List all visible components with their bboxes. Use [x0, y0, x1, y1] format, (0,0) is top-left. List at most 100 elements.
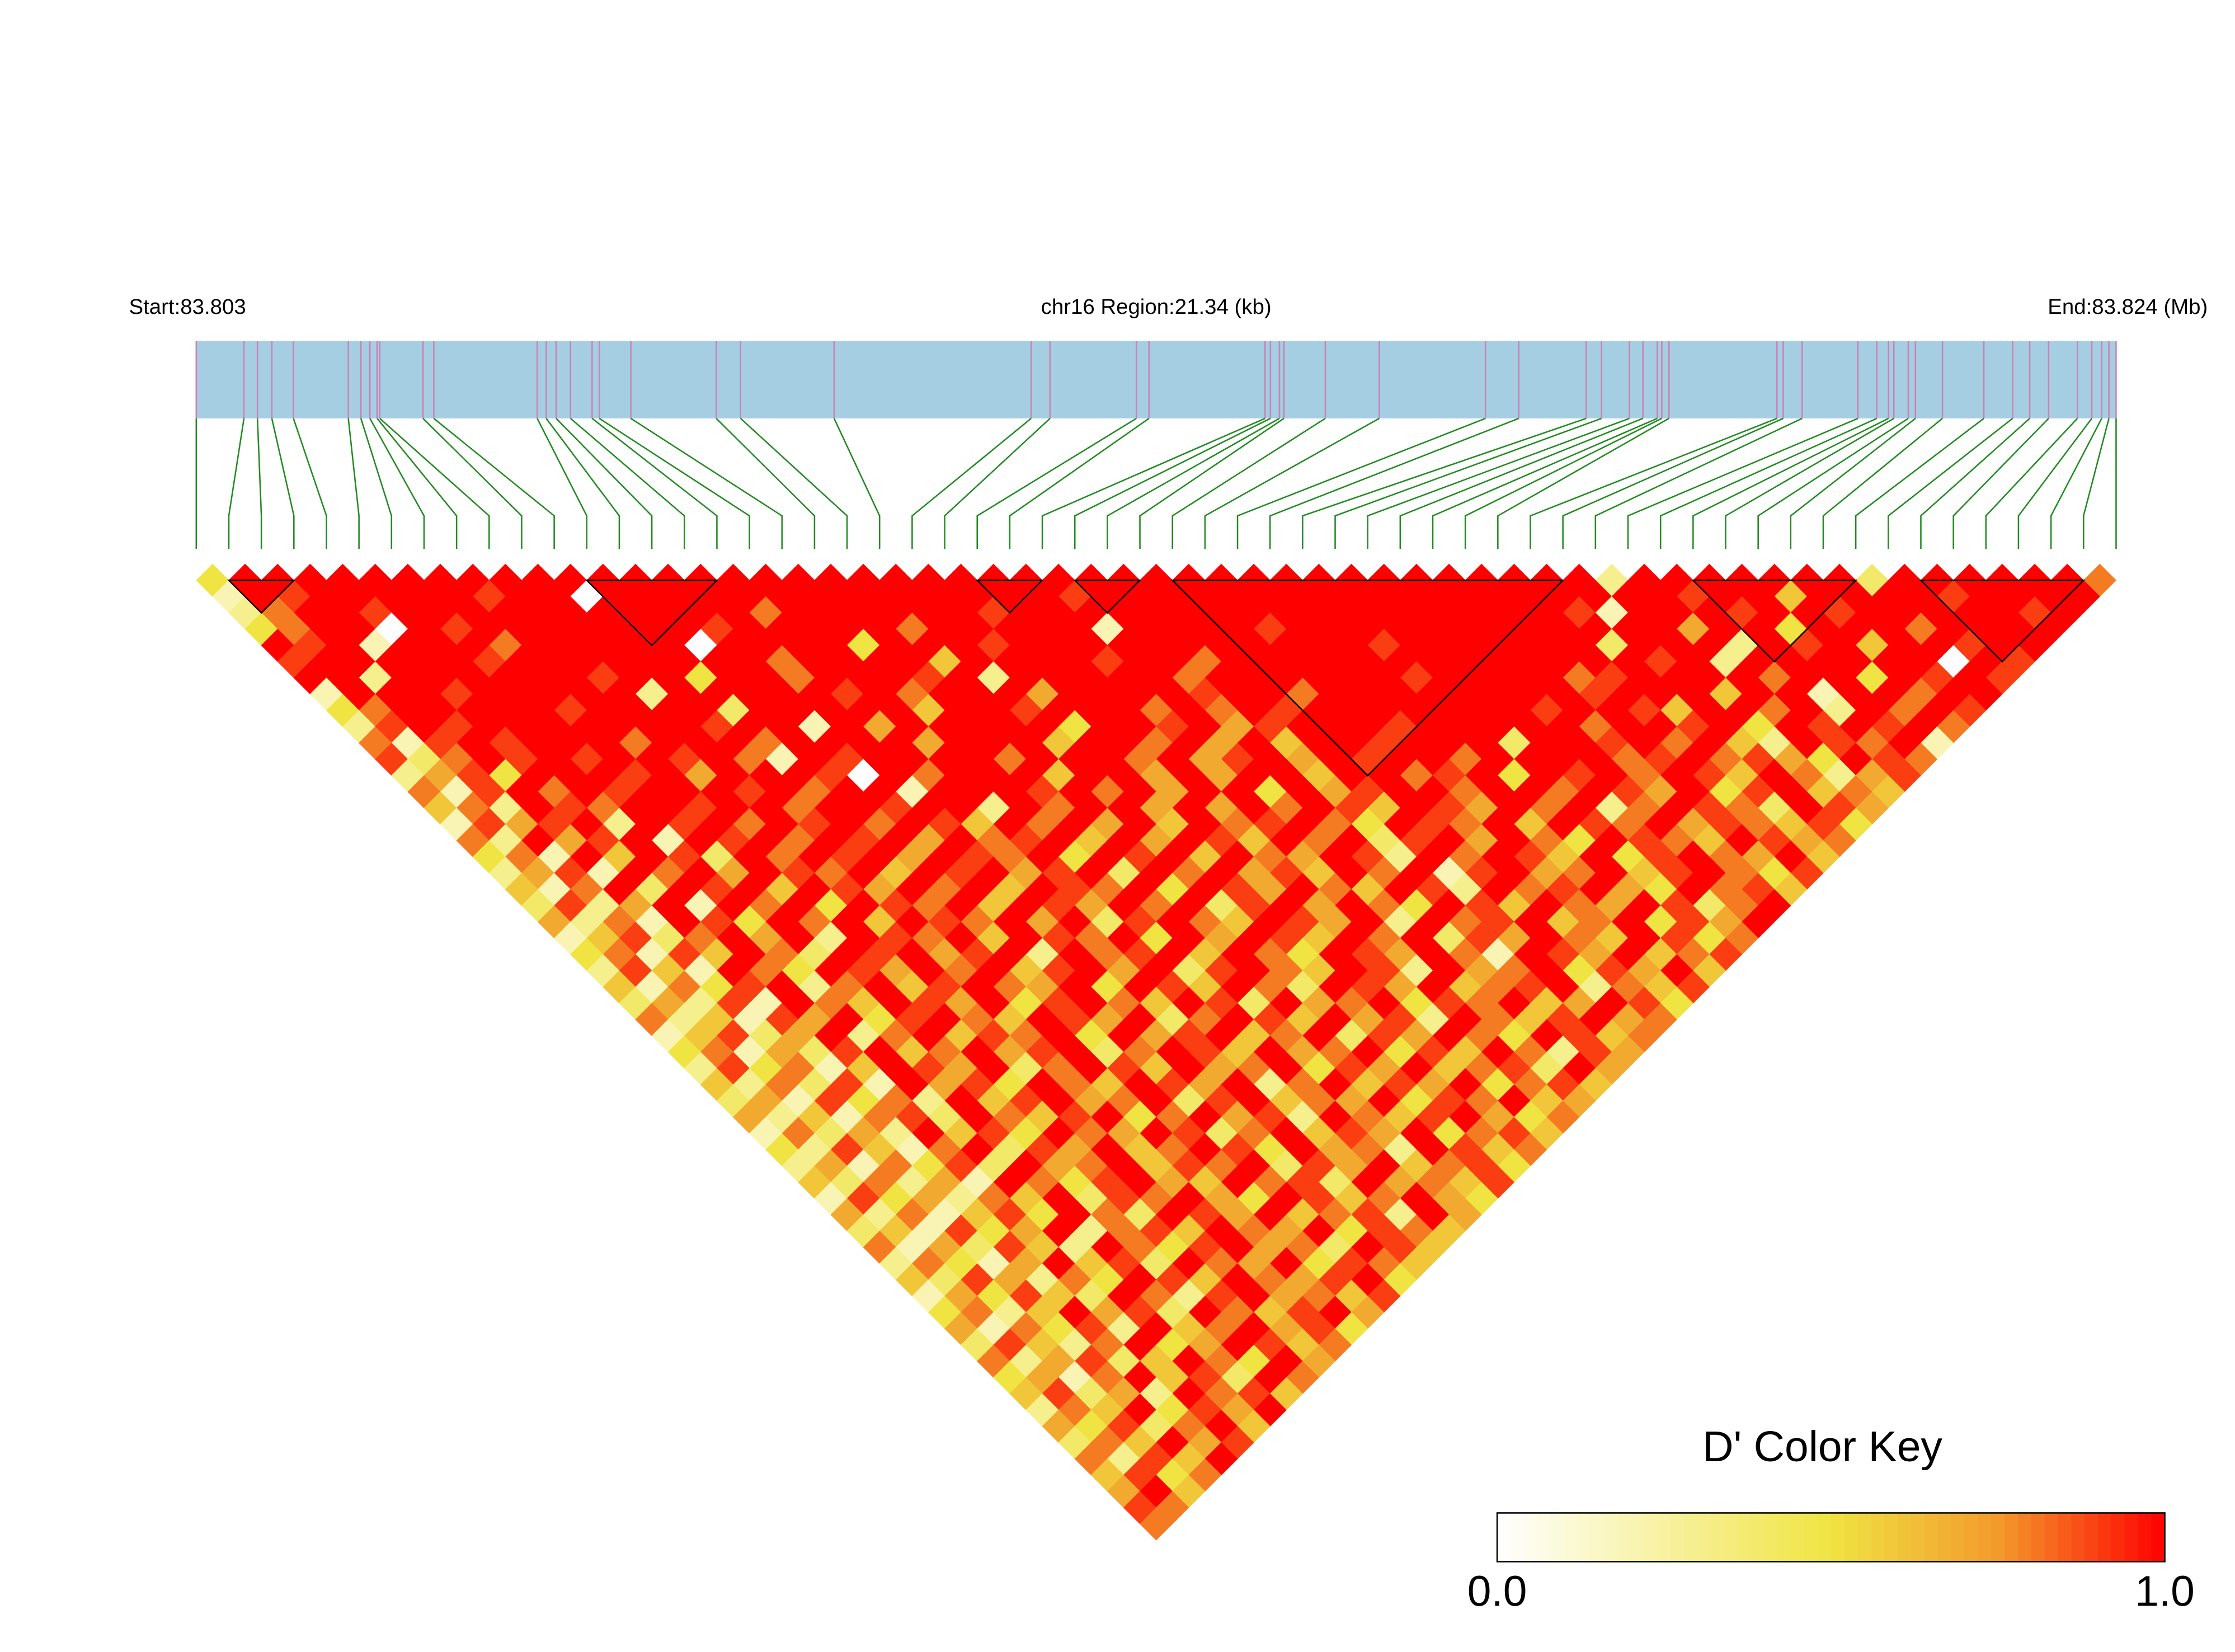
key-swatch — [1657, 1513, 1672, 1562]
key-swatch — [1978, 1513, 1992, 1562]
snp-connector — [293, 418, 327, 549]
snp-connector — [570, 417, 685, 549]
key-swatch — [1777, 1513, 1791, 1562]
start-label: Start:83.803 — [129, 295, 246, 319]
key-swatch — [2071, 1513, 2086, 1562]
key-frame — [1496, 1512, 2166, 1562]
snp-connector — [1822, 417, 1943, 549]
snp-connector — [976, 417, 1137, 549]
snp-connector — [347, 418, 360, 549]
key-swatch — [1937, 1513, 1952, 1562]
snp-connector — [1725, 417, 1894, 549]
key-swatch — [1711, 1513, 1725, 1562]
snp-connector — [1269, 417, 1519, 549]
key-swatch — [1764, 1513, 1778, 1562]
snp-connector — [433, 417, 555, 549]
snp-connector — [228, 418, 245, 549]
snp-connector — [1367, 417, 1630, 549]
snp-connector — [1659, 417, 1878, 549]
snp-connector — [1692, 417, 1889, 549]
key-swatch — [2005, 1513, 2018, 1562]
key-swatch — [1511, 1513, 1524, 1562]
snp-connector — [1464, 417, 1662, 549]
snp-connector — [1432, 417, 1658, 549]
snp-connector — [1074, 417, 1271, 549]
key-swatch — [1911, 1513, 1925, 1562]
snp-connector — [1041, 417, 1265, 549]
snp-connector — [833, 418, 881, 549]
snp-connector — [1594, 417, 1803, 549]
key-swatch — [1550, 1513, 1565, 1562]
key-swatch — [2098, 1513, 2112, 1562]
key-swatch — [1951, 1513, 1965, 1562]
snp-connector — [1497, 417, 1669, 549]
key-swatch — [1791, 1513, 1805, 1562]
snp-connector — [911, 417, 1032, 549]
snp-connector — [1334, 417, 1602, 549]
key-swatch — [2124, 1513, 2139, 1562]
key-swatch — [1497, 1513, 1511, 1562]
snp-connector — [1107, 417, 1280, 549]
snp-connector — [1888, 417, 2013, 549]
ld-block — [1170, 580, 1565, 777]
snp-connector — [1757, 417, 1909, 549]
key-swatch — [1671, 1513, 1685, 1562]
key-swatch — [1724, 1513, 1738, 1562]
ld-cell — [1140, 1507, 1173, 1541]
snp-connector — [1562, 417, 1784, 549]
key-swatch — [2058, 1513, 2072, 1562]
snp-connector — [271, 418, 295, 549]
snp-connector — [1790, 417, 1916, 549]
key-swatch — [1577, 1513, 1591, 1562]
ld-block — [585, 580, 719, 647]
key-swatch — [1604, 1513, 1618, 1562]
ld-block — [1691, 580, 1858, 663]
key-swatch — [2085, 1513, 2098, 1562]
snp-connector — [591, 417, 718, 549]
snp-connector — [1204, 417, 1380, 549]
key-swatch — [1964, 1513, 1979, 1562]
ld-block — [1073, 580, 1142, 614]
end-label: End:83.824 (Mb) — [2048, 295, 2208, 319]
key-swatch — [1591, 1513, 1605, 1562]
key-tick-label: 1.0 — [2135, 1568, 2195, 1616]
snp-connector — [360, 418, 393, 549]
snp-connector — [944, 417, 1051, 549]
snp-connector — [2083, 418, 2110, 549]
snp-connector — [740, 417, 848, 549]
snp-connector — [377, 418, 458, 549]
key-title: D' Color Key — [1702, 1423, 1942, 1471]
key-swatch — [1684, 1513, 1698, 1562]
key-swatch — [1817, 1513, 1832, 1562]
snp-connector — [1627, 417, 1858, 549]
snp-connector — [1985, 418, 2078, 549]
snp-connector — [422, 418, 523, 549]
snp-connector — [599, 417, 750, 549]
snp-connector — [379, 417, 490, 549]
key-swatch — [1523, 1513, 1538, 1562]
key-swatch — [1630, 1513, 1645, 1562]
snp-connector — [1530, 417, 1777, 549]
snp-connector — [1009, 417, 1150, 549]
key-swatch — [1537, 1513, 1551, 1562]
key-swatch — [2138, 1513, 2152, 1562]
key-swatch — [2031, 1513, 2045, 1562]
chart-title: chr16 Region:21.34 (kb) — [1041, 295, 1272, 319]
snp-connector — [556, 418, 653, 549]
key-swatch — [2111, 1513, 2125, 1562]
ld-block — [227, 580, 296, 614]
key-swatch — [1857, 1513, 1872, 1562]
snp-connector — [256, 418, 262, 549]
snp-connector — [1236, 417, 1486, 549]
key-swatch — [2044, 1513, 2059, 1562]
snp-connector — [537, 418, 588, 549]
key-swatch — [1831, 1513, 1845, 1562]
ld-block — [975, 580, 1044, 614]
ld-block — [1919, 580, 2086, 663]
key-swatch — [1804, 1513, 1818, 1562]
key-swatch — [1751, 1513, 1765, 1562]
key-swatch — [1884, 1513, 1898, 1562]
key-swatch — [1644, 1513, 1658, 1562]
